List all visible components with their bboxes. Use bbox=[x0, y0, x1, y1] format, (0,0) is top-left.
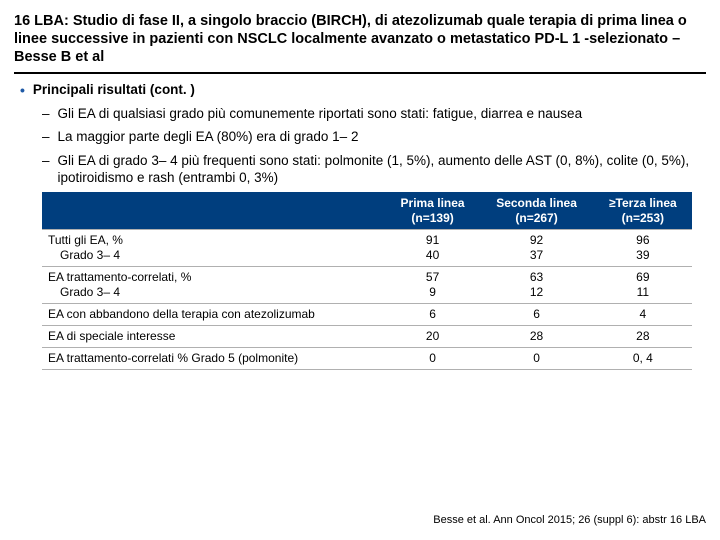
table-cell-label: Tutti gli EA, % Grado 3– 4 bbox=[42, 230, 386, 267]
table-header-cell: Seconda linea (n=267) bbox=[479, 192, 593, 229]
main-bullet: • Principali risultati (cont. ) bbox=[20, 82, 706, 99]
table-cell: 6 bbox=[479, 304, 593, 326]
table-body: Tutti gli EA, % Grado 3– 4 9140 9237 963… bbox=[42, 230, 692, 370]
header-line2: (n=267) bbox=[515, 211, 557, 225]
bullet-dot-icon: • bbox=[20, 82, 25, 99]
header-line1: Seconda linea bbox=[496, 196, 577, 210]
header-line1: Prima linea bbox=[401, 196, 465, 210]
header-line1: ≥Terza linea bbox=[609, 196, 677, 210]
table-cell-label: EA con abbandono della terapia con atezo… bbox=[42, 304, 386, 326]
ae-table-wrap: Prima linea (n=139) Seconda linea (n=267… bbox=[42, 192, 692, 370]
slide-content: 16 LBA: Studio di fase II, a singolo bra… bbox=[0, 0, 720, 370]
table-cell: 0 bbox=[479, 348, 593, 370]
table-cell: 9140 bbox=[386, 230, 480, 267]
table-cell: 6 bbox=[386, 304, 480, 326]
table-cell: 28 bbox=[594, 326, 692, 348]
citation-text: Besse et al. Ann Oncol 2015; 26 (suppl 6… bbox=[433, 514, 706, 526]
table-cell-label: EA trattamento-correlati, % Grado 3– 4 bbox=[42, 267, 386, 304]
table-row: EA trattamento-correlati, % Grado 3– 4 5… bbox=[42, 267, 692, 304]
table-header-cell bbox=[42, 192, 386, 229]
table-cell-label: EA di speciale interesse bbox=[42, 326, 386, 348]
table-row: EA trattamento-correlati % Grado 5 (polm… bbox=[42, 348, 692, 370]
dash-icon: – bbox=[42, 152, 50, 187]
table-header-cell: Prima linea (n=139) bbox=[386, 192, 480, 229]
table-header-cell: ≥Terza linea (n=253) bbox=[594, 192, 692, 229]
sub-bullet-list: – Gli EA di qualsiasi grado più comuneme… bbox=[42, 105, 706, 186]
table-header-row: Prima linea (n=139) Seconda linea (n=267… bbox=[42, 192, 692, 229]
ae-table: Prima linea (n=139) Seconda linea (n=267… bbox=[42, 192, 692, 370]
table-cell: 579 bbox=[386, 267, 480, 304]
slide-title: 16 LBA: Studio di fase II, a singolo bra… bbox=[14, 12, 706, 74]
table-cell: 28 bbox=[479, 326, 593, 348]
dash-icon: – bbox=[42, 128, 50, 145]
table-row: EA con abbandono della terapia con atezo… bbox=[42, 304, 692, 326]
sub-bullet-text: Gli EA di grado 3– 4 più frequenti sono … bbox=[58, 152, 706, 187]
table-cell: 6911 bbox=[594, 267, 692, 304]
table-row: EA di speciale interesse 20 28 28 bbox=[42, 326, 692, 348]
sub-bullet-item: – Gli EA di grado 3– 4 più frequenti son… bbox=[42, 152, 706, 187]
table-cell: 0 bbox=[386, 348, 480, 370]
sub-bullet-item: – La maggior parte degli EA (80%) era di… bbox=[42, 128, 706, 145]
header-line2: (n=253) bbox=[622, 211, 664, 225]
sub-bullet-text: La maggior parte degli EA (80%) era di g… bbox=[58, 128, 359, 145]
table-cell: 4 bbox=[594, 304, 692, 326]
header-line2: (n=139) bbox=[411, 211, 453, 225]
table-cell: 20 bbox=[386, 326, 480, 348]
sub-bullet-item: – Gli EA di qualsiasi grado più comuneme… bbox=[42, 105, 706, 122]
table-cell: 0, 4 bbox=[594, 348, 692, 370]
sub-bullet-text: Gli EA di qualsiasi grado più comunement… bbox=[58, 105, 583, 122]
table-row: Tutti gli EA, % Grado 3– 4 9140 9237 963… bbox=[42, 230, 692, 267]
table-cell-label: EA trattamento-correlati % Grado 5 (polm… bbox=[42, 348, 386, 370]
main-bullet-text: Principali risultati (cont. ) bbox=[33, 82, 195, 99]
table-cell: 9639 bbox=[594, 230, 692, 267]
table-cell: 9237 bbox=[479, 230, 593, 267]
dash-icon: – bbox=[42, 105, 50, 122]
table-cell: 6312 bbox=[479, 267, 593, 304]
